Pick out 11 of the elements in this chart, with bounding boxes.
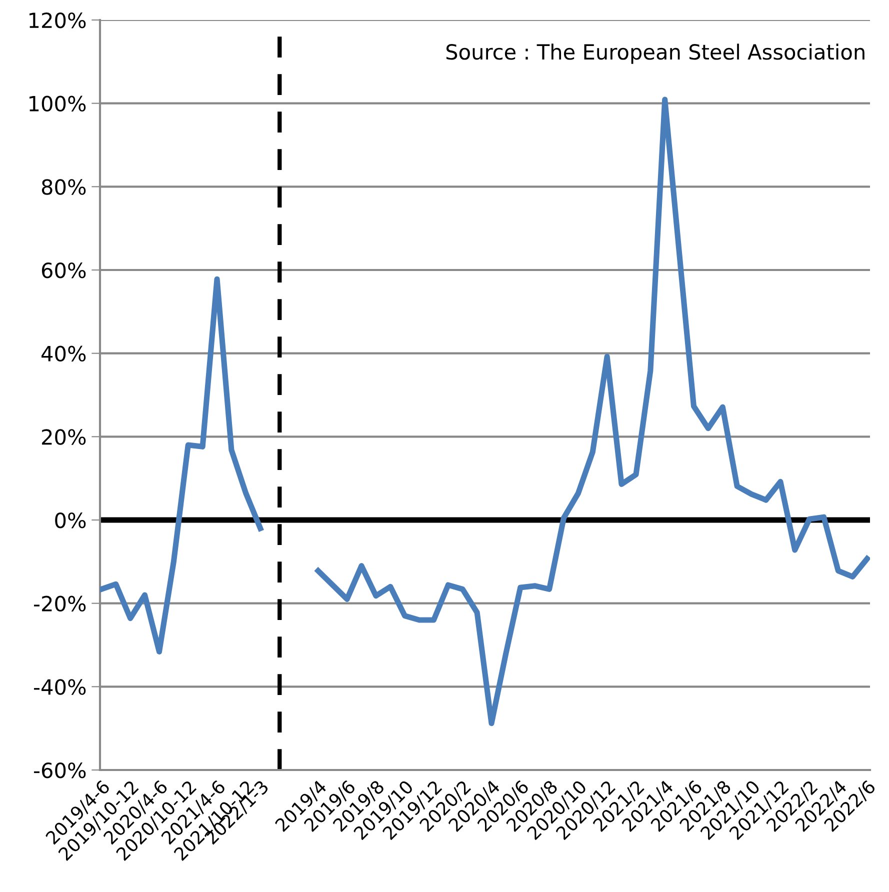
y-tick-label: 60%	[42, 262, 86, 278]
y-tick-label: -20%	[34, 596, 86, 612]
y-tick-label: 0%	[55, 512, 86, 528]
annotation: Source : The European Steel Association	[446, 44, 864, 64]
y-tick-label: 120%	[30, 12, 86, 28]
y-tick-label: -60%	[34, 762, 86, 778]
y-tick-label: 20%	[42, 429, 86, 445]
y-tick-label: 40%	[42, 346, 86, 362]
y-tick-label: -40%	[34, 679, 86, 695]
y-tick-label: 100%	[30, 96, 86, 112]
y-tick-label: 80%	[42, 179, 86, 195]
